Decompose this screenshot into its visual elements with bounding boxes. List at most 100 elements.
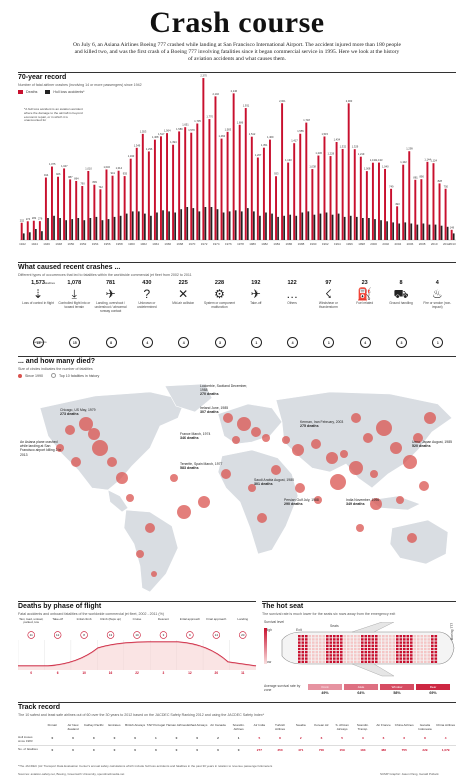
seat <box>403 635 406 638</box>
causes-subtitle: Different types of occurrences that led … <box>18 273 192 277</box>
seat <box>329 638 333 641</box>
seat <box>333 654 336 657</box>
legend-hull-label: Hull loss accidents* <box>53 90 85 94</box>
seat <box>427 654 431 657</box>
seat <box>420 635 424 638</box>
zone-box <box>380 684 414 690</box>
seat <box>340 657 343 660</box>
seat <box>333 644 336 647</box>
bar-value-label: 1,219 <box>358 152 365 156</box>
chart-legend: Deaths Hull loss accidents* <box>18 90 85 94</box>
airline-name: Scandin. Airlines <box>232 723 245 731</box>
seat <box>305 660 308 663</box>
seat <box>420 651 424 654</box>
map-note-kerman-deaths: 275 deaths <box>300 424 319 429</box>
seat <box>417 644 420 647</box>
x-tick-label: 1988 <box>298 242 305 246</box>
bar-value-label: 1,651 <box>182 123 189 127</box>
seat <box>375 657 378 660</box>
seat <box>424 660 427 663</box>
fatality-circle <box>232 436 240 444</box>
seat <box>315 644 319 647</box>
fatalities-cell: 0 <box>196 748 199 752</box>
bar-value-label: 881 <box>413 175 418 179</box>
seat <box>427 657 431 660</box>
airline-name: Korean Air <box>314 723 329 727</box>
seat <box>333 638 336 641</box>
bar-value-label: 1,190 <box>128 154 135 158</box>
death-bar <box>256 157 259 240</box>
cause-label: Unknown or undetermined <box>137 301 157 309</box>
death-bar <box>135 147 138 240</box>
map-note-ueno-deaths: 520 deaths <box>412 444 431 449</box>
bar-value-label: 2,370 <box>200 74 207 78</box>
seat <box>382 657 385 660</box>
fatalities-cell: 0 <box>217 748 219 752</box>
fatality-circle <box>370 498 382 510</box>
seat <box>315 660 319 663</box>
seat <box>301 660 305 663</box>
seat <box>343 654 347 657</box>
seat <box>410 657 413 660</box>
map-subtitle: Size of circles indicates the number of … <box>18 367 93 371</box>
death-bar <box>214 96 217 240</box>
fatality-circle <box>396 496 404 504</box>
fatal-acc-value: 10 <box>135 633 139 637</box>
hull-loss-cell: 8 <box>424 736 426 740</box>
flight-path-fill <box>18 642 256 670</box>
death-bar <box>378 162 380 240</box>
seat <box>326 657 329 660</box>
seat <box>322 657 326 660</box>
seat <box>357 635 361 638</box>
seat <box>319 647 322 651</box>
seat <box>389 651 392 654</box>
seat <box>315 654 319 657</box>
seat <box>392 654 396 657</box>
fatal-acc-circle <box>133 631 141 639</box>
seat <box>424 647 427 651</box>
seat <box>403 654 406 657</box>
cause-label: Fuel related <box>356 301 374 305</box>
seat <box>403 647 406 651</box>
seat <box>340 660 343 663</box>
hull-loss-bar <box>53 215 55 240</box>
seat <box>368 657 371 660</box>
seat <box>336 644 340 647</box>
page-title: Crash course <box>149 6 325 39</box>
seat <box>336 657 340 660</box>
seat <box>371 647 375 651</box>
hull-loss-bar <box>440 225 443 240</box>
seat <box>368 641 371 644</box>
fatality-circle <box>403 455 417 469</box>
bar-value-label: 274 <box>26 217 31 221</box>
seat <box>326 660 329 663</box>
cause-item: 97 ☇ Windshear or thunderstorm <box>310 280 346 310</box>
hull-loss-bar <box>192 208 195 240</box>
death-bar <box>196 123 199 240</box>
seat <box>385 638 389 641</box>
death-bar <box>184 127 187 240</box>
section-rule <box>18 262 456 263</box>
seat <box>427 644 431 647</box>
seat <box>420 657 424 660</box>
fatalities-cell: 0 <box>51 748 54 752</box>
hull-loss-cell: 5 <box>258 736 261 740</box>
seat <box>371 644 375 647</box>
map-legend: Since 1990 Top 10 fatalities in history <box>18 373 99 378</box>
death-bar <box>63 168 66 240</box>
bar-value-label: 2,102 <box>212 92 219 96</box>
fatal-acc-circle <box>212 631 221 639</box>
seat <box>371 651 375 654</box>
hull-loss-bar <box>374 219 376 240</box>
fatalities-cell: 0 <box>237 748 240 752</box>
seat <box>301 644 305 647</box>
seat <box>424 651 427 654</box>
x-tick-label: 1986 <box>286 242 293 246</box>
seat <box>319 654 322 657</box>
death-bar <box>44 177 47 240</box>
hull-loss-bar <box>355 216 358 240</box>
seat <box>378 635 382 638</box>
hull-loss-bar <box>156 212 158 240</box>
seat <box>403 657 406 660</box>
seat <box>322 641 326 644</box>
